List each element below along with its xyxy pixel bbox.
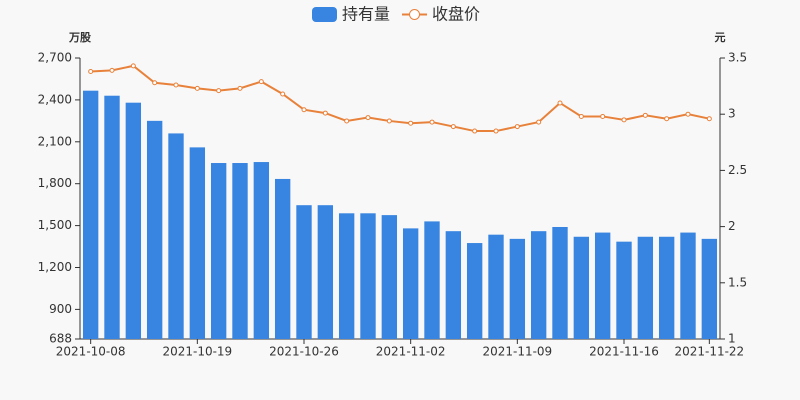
y2-tick-label: 2	[728, 219, 736, 233]
bar	[381, 215, 398, 339]
y2-tick-label: 1	[728, 332, 736, 346]
price-point	[152, 80, 158, 86]
price-point	[237, 85, 243, 91]
price-point	[664, 116, 670, 122]
x-tick-label: 2021-10-26	[269, 345, 339, 359]
legend-swatch	[312, 7, 337, 22]
bar	[530, 231, 547, 339]
price-point	[386, 118, 392, 124]
x-tick-label: 2021-11-22	[674, 345, 744, 359]
bar	[616, 241, 632, 339]
price-point	[322, 110, 328, 116]
price-point	[578, 113, 584, 119]
price-point	[685, 111, 691, 117]
bar	[104, 95, 120, 340]
bar	[360, 213, 376, 339]
y2-tick-label: 1.5	[728, 275, 747, 289]
bar	[338, 213, 355, 339]
y-tick-label: 2,400	[38, 92, 72, 106]
bar	[146, 120, 163, 339]
x-tick-label: 2021-11-16	[589, 345, 659, 359]
bar	[552, 226, 568, 339]
price-point	[280, 91, 286, 97]
bar	[296, 205, 312, 339]
x-tick-label: 2021-11-09	[482, 345, 552, 359]
price-point	[365, 115, 371, 121]
bar	[594, 232, 611, 339]
bar	[637, 236, 654, 339]
bar	[125, 102, 142, 339]
price-point	[514, 124, 520, 130]
y-tick-label: 2,100	[38, 134, 72, 148]
y-tick-label: 2,700	[38, 51, 72, 65]
price-point	[408, 120, 414, 126]
bar	[488, 234, 504, 339]
price-point	[258, 79, 264, 85]
price-point	[621, 117, 627, 123]
price-point	[493, 128, 499, 134]
bar	[509, 238, 526, 339]
bar	[189, 147, 206, 339]
price-point	[344, 118, 350, 124]
legend-label: 收盘价	[432, 5, 480, 24]
price-point	[450, 124, 456, 130]
x-tick-label: 2021-11-02	[376, 345, 446, 359]
bar	[680, 232, 696, 339]
price-point	[536, 119, 542, 125]
bar	[658, 236, 675, 339]
price-point	[194, 85, 200, 91]
bar	[573, 236, 590, 339]
bar	[445, 231, 462, 339]
bar	[701, 238, 718, 339]
price-point	[216, 88, 222, 94]
price-line	[90, 64, 710, 133]
y-tick-label: 1,800	[38, 176, 72, 190]
y2-tick-label: 3.5	[728, 51, 747, 65]
y-tick-label: 900	[49, 302, 72, 316]
legend-label: 持有量	[342, 5, 390, 24]
y2-unit: 元	[715, 31, 726, 44]
price-point	[472, 128, 478, 134]
price-point	[301, 107, 307, 113]
price-point	[173, 82, 179, 88]
y2-tick-label: 3	[728, 107, 736, 121]
bar	[402, 228, 419, 339]
price-point	[557, 100, 563, 106]
bar	[168, 133, 184, 339]
x-tick-label: 2021-10-19	[162, 345, 232, 359]
y-unit: 万股	[68, 31, 92, 44]
price-point	[429, 119, 435, 125]
bar	[466, 243, 483, 339]
price-point	[706, 116, 712, 122]
bar	[424, 221, 440, 339]
legend-swatch	[409, 9, 421, 20]
price-point	[130, 63, 136, 69]
y-tick-label: 688	[49, 332, 72, 346]
y-tick-label: 1,500	[38, 218, 72, 232]
x-tick-label: 2021-10-08	[56, 345, 126, 359]
price-point	[642, 112, 648, 118]
y2-tick-label: 2.5	[728, 163, 747, 177]
bar	[274, 178, 291, 339]
bar	[210, 163, 227, 339]
bar	[317, 205, 334, 339]
price-point	[88, 68, 94, 74]
price-point	[600, 113, 606, 119]
bar	[232, 163, 248, 339]
bar	[82, 90, 99, 340]
bar	[253, 162, 270, 339]
price-point	[109, 67, 115, 73]
y-tick-label: 1,200	[38, 260, 72, 274]
